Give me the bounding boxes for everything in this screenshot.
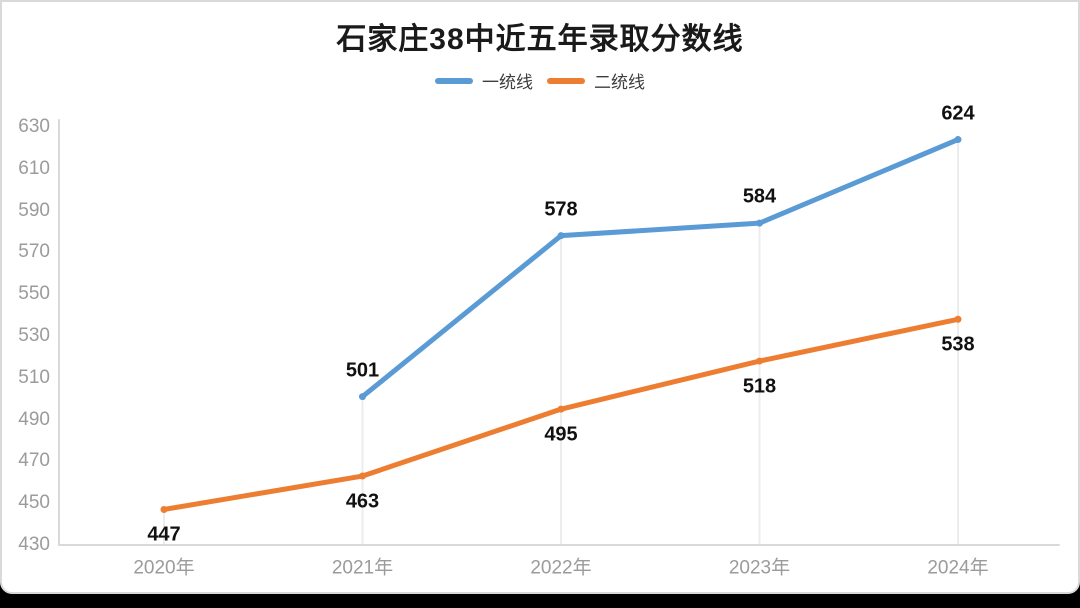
y-tick-label: 630 — [18, 116, 50, 137]
x-tick-label: 2021年 — [331, 557, 394, 579]
legend-item-series-0[interactable]: 一统线 — [435, 68, 533, 93]
data-point[interactable] — [954, 315, 962, 323]
data-point[interactable] — [557, 405, 565, 413]
y-tick-label: 430 — [18, 534, 50, 555]
y-tick-label: 530 — [18, 325, 50, 346]
y-tick-label: 470 — [18, 450, 50, 472]
y-tick-label: 510 — [18, 366, 50, 388]
data-point[interactable] — [756, 219, 763, 227]
x-tick-label: 2023年 — [728, 557, 791, 579]
line-chart-plot — [58, 119, 1060, 546]
chart-title: 石家庄38中近五年录取分数线 — [336, 23, 744, 56]
x-tick-label: 2020年 — [133, 557, 195, 579]
data-label: 624 — [941, 102, 975, 125]
data-point[interactable] — [160, 505, 168, 513]
data-point[interactable] — [359, 393, 366, 401]
y-tick-label: 450 — [18, 492, 50, 514]
data-label: 463 — [345, 490, 380, 513]
x-tick-label: 2024年 — [927, 557, 989, 579]
chart-legend: 一统线 二统线 — [2, 68, 1078, 93]
legend-label-series-1: 二统线 — [594, 73, 645, 92]
y-tick-label: 610 — [18, 157, 50, 179]
series-line-0 — [360, 137, 961, 400]
data-point[interactable] — [756, 357, 763, 365]
y-tick-label: 550 — [18, 283, 50, 305]
y-tick-label: 590 — [18, 199, 50, 221]
data-label: 584 — [742, 185, 777, 208]
legend-line-swatch-icon — [547, 77, 585, 84]
y-tick-label: 490 — [18, 408, 50, 430]
data-label: 447 — [147, 523, 181, 546]
y-tick-label: 570 — [18, 241, 50, 263]
chart-card: 石家庄38中近五年录取分数线 一统线 二统线 430 450 470 490 510 53… — [0, 0, 1080, 594]
data-point[interactable] — [359, 472, 366, 480]
data-label: 501 — [345, 359, 380, 382]
data-label: 578 — [544, 198, 578, 221]
data-label: 495 — [544, 423, 578, 446]
legend-item-series-1[interactable]: 二统线 — [547, 68, 645, 93]
data-point[interactable] — [557, 232, 565, 240]
x-tick-label: 2022年 — [530, 557, 592, 579]
legend-line-swatch-icon — [435, 77, 473, 84]
data-label: 538 — [941, 333, 975, 356]
data-point[interactable] — [954, 136, 962, 144]
data-label: 518 — [742, 375, 777, 398]
legend-label-series-0: 一统线 — [482, 73, 533, 92]
